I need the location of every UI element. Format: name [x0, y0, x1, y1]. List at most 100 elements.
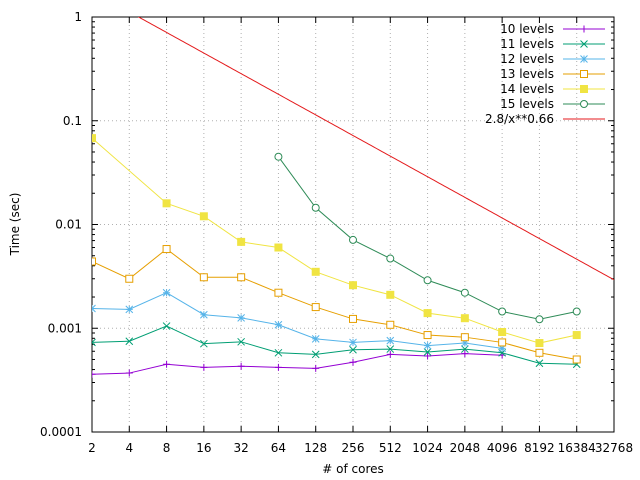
data-point [274, 243, 283, 252]
data-point [423, 341, 432, 350]
legend-label: 13 levels [500, 67, 554, 81]
data-point [580, 55, 588, 63]
legend-item: 13 levels [500, 67, 605, 81]
data-point [92, 370, 96, 378]
x-tick-label: 2 [88, 441, 96, 455]
legend-item: 12 levels [500, 52, 605, 66]
data-point [200, 339, 208, 348]
data-point [312, 364, 320, 372]
data-point [580, 70, 588, 78]
grid [92, 17, 614, 432]
data-point [349, 338, 357, 347]
legend-item: 15 levels [500, 97, 605, 111]
data-point [274, 320, 283, 329]
data-point [162, 245, 171, 254]
x-tick-label: 512 [379, 441, 402, 455]
legend-label: 10 levels [500, 22, 554, 36]
x-tick-label: 16 [196, 441, 211, 455]
data-point [386, 345, 395, 353]
data-point [162, 322, 171, 330]
data-point [386, 254, 395, 263]
data-point [580, 100, 588, 108]
y-axis-label: Time (sec) [8, 193, 22, 257]
y-tick-label: 0.0001 [40, 425, 82, 439]
data-point [423, 276, 432, 285]
legend-item: 11 levels [500, 37, 605, 51]
data-point [498, 307, 507, 316]
data-point [92, 338, 96, 347]
series-2-8-x-0-66 [137, 17, 614, 281]
data-point [274, 348, 283, 357]
series-13-levels [92, 245, 581, 364]
data-point [311, 203, 320, 212]
series-10-levels [92, 350, 506, 378]
legend-label: 14 levels [500, 82, 554, 96]
series-line [137, 17, 614, 281]
data-point [535, 348, 544, 357]
data-point [572, 307, 581, 316]
data-point [461, 345, 469, 353]
data-point [200, 363, 208, 371]
y-tick-label: 0.1 [63, 114, 82, 128]
data-point [535, 339, 544, 348]
data-point [580, 85, 588, 93]
data-point [125, 337, 134, 346]
x-tick-label: 1024 [412, 441, 443, 455]
data-point [423, 309, 432, 318]
data-point [274, 152, 283, 161]
series-15-levels [274, 152, 581, 324]
x-tick-label: 32 [234, 441, 249, 455]
series-line [92, 353, 503, 375]
data-point [274, 363, 282, 371]
series-12-levels [92, 288, 506, 353]
data-point [580, 40, 588, 48]
data-point [460, 314, 469, 323]
data-point [162, 199, 171, 208]
axis-ticks: 2 4 8 16 32 64 128 256 512 1024 2048 4096 8192 16384 3… [40, 10, 633, 455]
y-tick-label: 1 [74, 10, 82, 24]
legend-label: 11 levels [500, 37, 554, 51]
data-point [125, 274, 134, 283]
data-point [386, 336, 395, 345]
data-point [92, 134, 96, 143]
data-point [92, 304, 96, 313]
data-point [311, 350, 320, 359]
data-point [572, 331, 581, 340]
x-tick-label: 256 [342, 441, 365, 455]
data-point [311, 267, 320, 276]
data-point [163, 360, 171, 368]
data-point [386, 290, 395, 299]
legend-item: 14 levels [500, 82, 605, 96]
data-point [423, 348, 432, 356]
data-point [349, 358, 357, 366]
x-tick-label: 16384 [558, 441, 596, 455]
data-point [274, 288, 283, 297]
data-point [461, 350, 469, 358]
data-point [498, 338, 507, 347]
data-point [572, 355, 581, 364]
data-point [349, 235, 357, 244]
x-tick-label: 8192 [524, 441, 555, 455]
data-point [386, 350, 394, 358]
data-point [199, 212, 208, 221]
data-point [498, 328, 507, 337]
legend-item: 10 levels [500, 22, 605, 36]
data-point [125, 369, 133, 377]
legend-label: 15 levels [500, 97, 554, 111]
data-point [199, 273, 208, 282]
data-point [535, 359, 544, 368]
data-point [125, 305, 134, 314]
data-point [424, 352, 432, 360]
x-tick-label: 4096 [487, 441, 518, 455]
legend-item: 2.8/x**0.66 [485, 112, 605, 126]
x-axis-label: # of cores [322, 462, 384, 476]
series-line [92, 292, 503, 349]
y-tick-label: 0.001 [48, 321, 82, 335]
data-point [423, 331, 432, 340]
data-point [311, 303, 320, 312]
data-point [535, 315, 544, 324]
series-14-levels [92, 134, 581, 348]
data-point [237, 237, 246, 246]
data-point [349, 281, 357, 290]
